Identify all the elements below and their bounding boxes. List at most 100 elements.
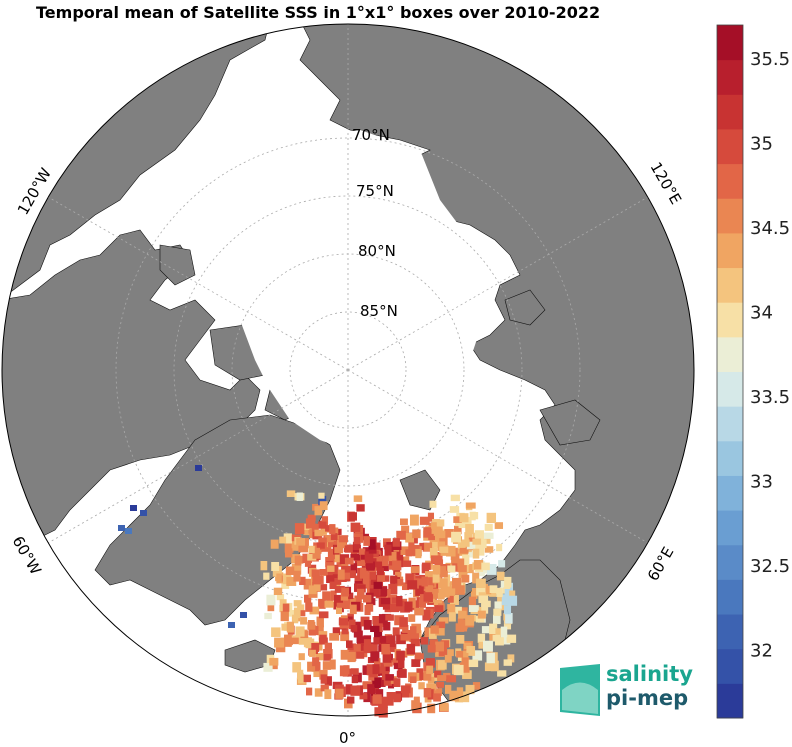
land-svalbard <box>399 469 441 511</box>
sss-cell <box>436 566 447 573</box>
sss-cell <box>130 505 137 511</box>
sss-cell <box>431 522 438 529</box>
sss-cell <box>425 585 434 593</box>
sss-cell <box>307 621 316 630</box>
sss-cell <box>396 596 403 607</box>
sss-cell <box>315 652 324 661</box>
sss-cell <box>391 597 399 604</box>
sss-cell <box>118 525 125 531</box>
sss-cell <box>347 652 356 663</box>
colorbar-segment <box>717 163 743 199</box>
sss-cell <box>300 617 308 625</box>
sss-cell <box>454 525 462 535</box>
colorbar-tick-label: 34 <box>750 302 773 323</box>
sss-cell <box>452 563 460 572</box>
sss-cell <box>324 642 332 654</box>
sss-cell <box>430 625 439 634</box>
sss-cell <box>449 690 459 702</box>
sss-cell <box>348 512 357 521</box>
sss-cell <box>457 558 465 567</box>
sss-cell <box>470 591 478 599</box>
sss-cell <box>451 553 460 565</box>
sss-cell <box>481 626 490 634</box>
sss-cell <box>372 616 380 625</box>
sss-cell <box>364 551 374 562</box>
land-novaya-zemlya <box>539 399 601 446</box>
sss-cell <box>410 514 419 526</box>
sss-cell <box>298 542 308 553</box>
sss-cell <box>388 584 398 595</box>
sss-cell <box>458 610 467 619</box>
sss-cell <box>228 622 235 628</box>
colorbar-segment <box>717 94 743 130</box>
sss-cell <box>392 538 400 547</box>
sss-cell <box>487 564 497 575</box>
sss-cell <box>410 566 420 574</box>
sss-cell <box>279 536 287 544</box>
sss-cell <box>284 639 292 647</box>
sss-cell <box>438 660 447 670</box>
sss-cell <box>477 610 486 619</box>
sss-cell <box>140 510 147 516</box>
sss-cell <box>393 566 401 575</box>
sss-cell <box>436 519 445 527</box>
sss-cell <box>477 633 486 643</box>
sss-cell <box>297 604 305 613</box>
sss-cell <box>440 640 450 648</box>
sss-cell <box>430 555 441 564</box>
sss-cell <box>385 614 393 621</box>
sss-cell <box>362 577 370 588</box>
sss-cell <box>318 492 325 499</box>
sss-cell <box>444 654 452 663</box>
sss-cell <box>432 574 440 583</box>
sss-cell <box>415 672 423 682</box>
sss-cell <box>306 687 313 696</box>
sss-cell <box>322 591 331 601</box>
sss-cell <box>296 538 306 546</box>
sss-cell <box>333 577 342 585</box>
sss-cell <box>329 659 336 670</box>
sss-cell <box>419 672 427 681</box>
sss-cell <box>359 693 368 700</box>
sss-cell <box>477 539 487 549</box>
sss-cell <box>337 539 347 549</box>
sss-cell <box>399 617 408 627</box>
sss-cell <box>459 691 470 703</box>
sss-cell <box>269 657 279 666</box>
sss-cell <box>415 653 424 660</box>
sss-cell <box>305 518 316 529</box>
sss-cell <box>384 696 394 706</box>
sss-cell <box>404 601 413 612</box>
sss-cell <box>330 590 337 601</box>
sss-cell <box>378 707 388 718</box>
sss-cell <box>294 523 305 535</box>
sss-cell <box>381 635 392 644</box>
sss-cell <box>464 564 474 574</box>
sss-cell <box>326 575 335 584</box>
sss-cell <box>459 650 469 658</box>
sss-cell <box>304 558 312 567</box>
sss-cell <box>489 585 498 594</box>
sss-cell <box>353 630 363 638</box>
sss-cell <box>327 548 335 560</box>
sss-cell <box>465 534 472 542</box>
sss-cell <box>260 561 268 571</box>
sss-cell <box>427 703 436 714</box>
sss-cell <box>298 653 305 661</box>
sss-cell <box>426 665 434 674</box>
sss-cell <box>439 546 449 553</box>
sss-cell <box>371 686 380 694</box>
sss-cell <box>504 605 512 615</box>
sss-cell <box>439 570 448 578</box>
sss-cell <box>465 615 475 626</box>
sss-cell <box>446 675 457 683</box>
sss-cell <box>468 551 478 558</box>
sss-cell <box>350 625 358 632</box>
sss-cell <box>308 626 319 636</box>
sss-cell <box>263 662 273 672</box>
sss-cell <box>395 579 404 586</box>
sss-cell <box>370 625 380 633</box>
sss-cell <box>313 584 321 592</box>
sss-cell <box>457 565 467 573</box>
sss-cell <box>341 587 350 597</box>
